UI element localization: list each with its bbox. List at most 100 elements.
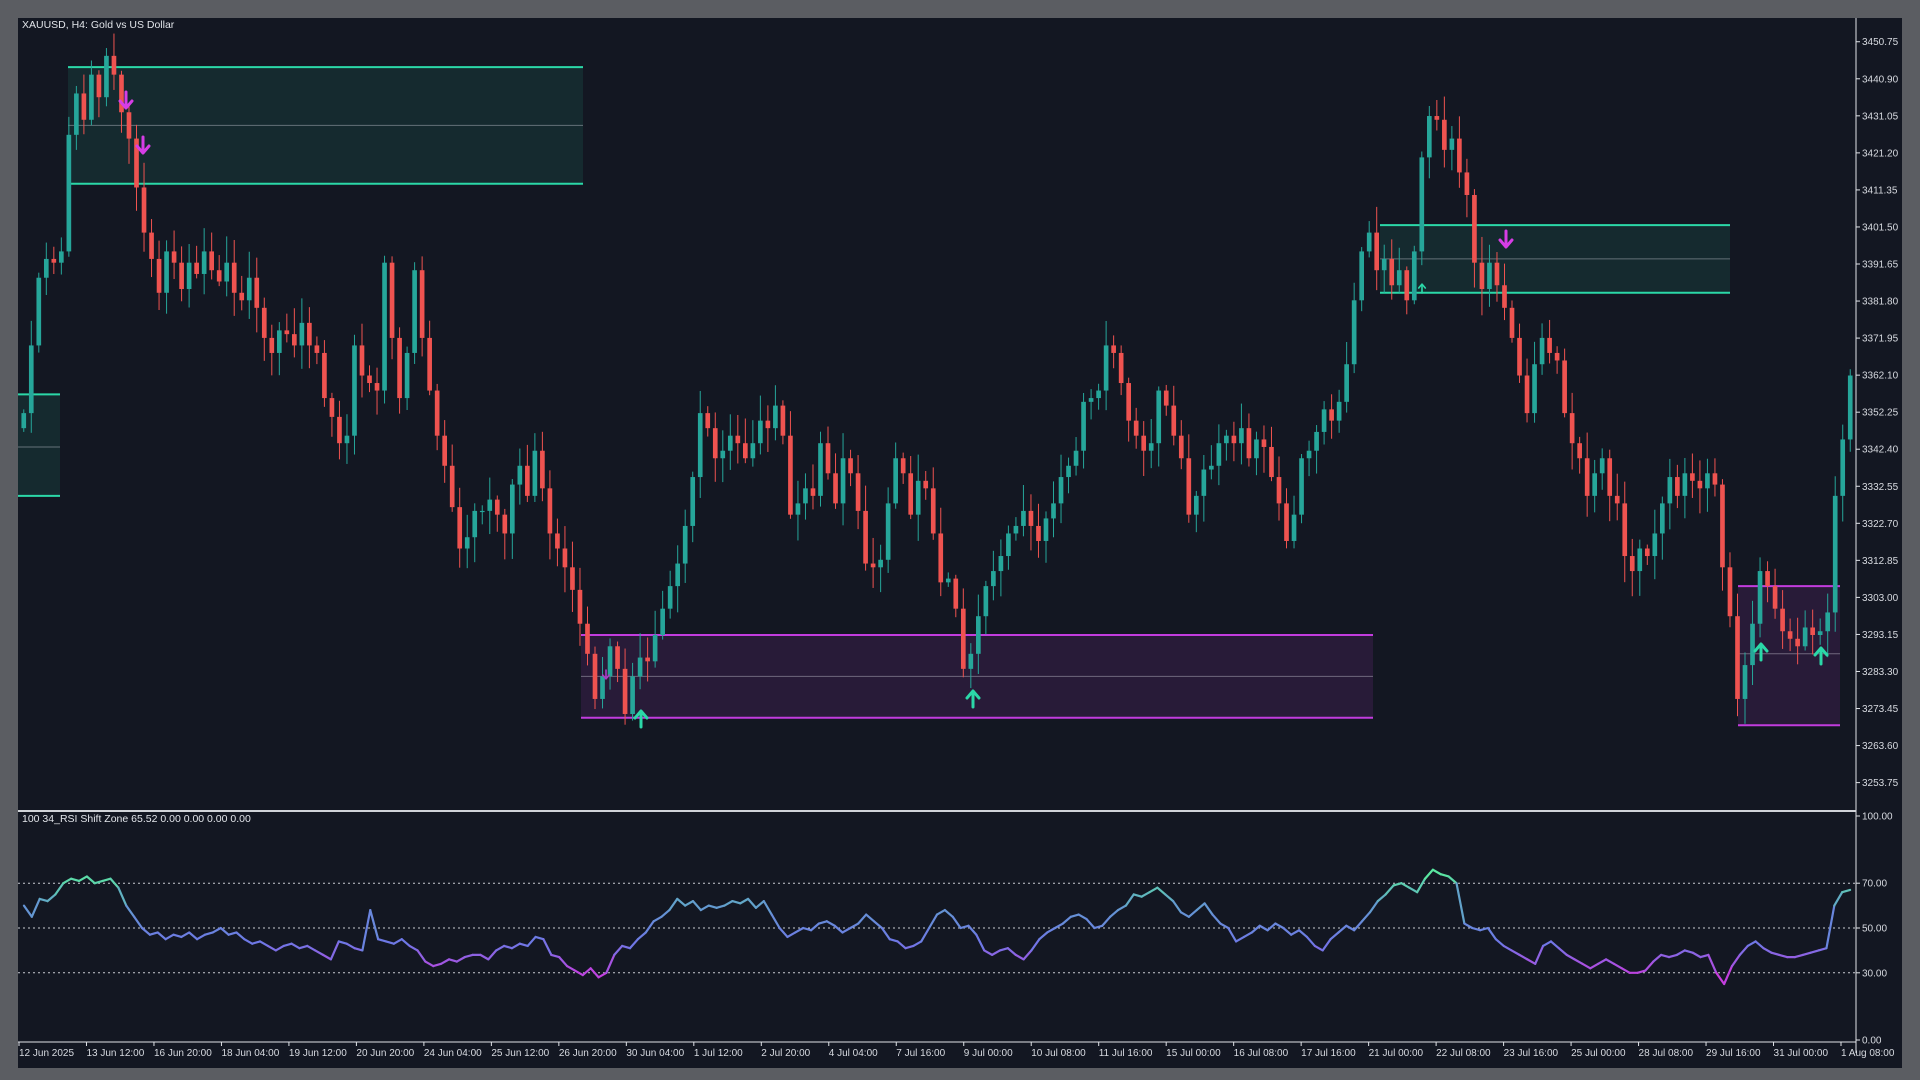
candle (1111, 335, 1116, 369)
candle (1021, 484, 1026, 537)
candle (179, 246, 184, 302)
candle (1081, 392, 1086, 469)
candle (878, 544, 883, 593)
candle (89, 60, 94, 126)
candle (1577, 436, 1582, 474)
price-tick-label: 3371.95 (1862, 334, 1899, 345)
candle (164, 240, 169, 314)
candle (292, 308, 297, 358)
candle (938, 507, 944, 597)
rsi-tick-label: 30.00 (1862, 968, 1887, 979)
rsi-line-segment (203, 931, 214, 936)
rsi-line-segment (243, 938, 254, 945)
candle (1562, 348, 1567, 418)
rsi-line-segment (1667, 953, 1678, 959)
candle (1141, 421, 1147, 476)
candle (1118, 345, 1124, 396)
rsi-line-segment (652, 915, 663, 923)
candle (1389, 239, 1395, 300)
time-tick-label: 4 Jul 04:00 (829, 1048, 878, 1059)
time-axis[interactable]: 12 Jun 2025 13 Jun 12:00 16 Jun 20:00 18 Ju… (18, 1042, 1895, 1059)
candle (893, 442, 898, 509)
rsi-line-segment (70, 877, 81, 883)
candle (1133, 407, 1139, 449)
rsi-line-segment (715, 904, 726, 909)
rsi-line-segment (54, 882, 65, 896)
rsi-line-segment (605, 953, 616, 974)
rsi-line-segment (872, 920, 884, 930)
supply-zone[interactable] (68, 66, 583, 185)
time-tick-label: 24 Jun 04:00 (424, 1048, 482, 1059)
rsi-line-segment (1534, 944, 1545, 965)
candle (359, 323, 365, 398)
candle (1644, 544, 1650, 565)
rsi-line-segment (1046, 926, 1057, 934)
candle (104, 48, 109, 107)
candle (660, 590, 665, 640)
rsi-line-segment (896, 940, 907, 950)
demand-zone[interactable] (1738, 585, 1840, 727)
rsi-line-segment (841, 926, 852, 934)
time-tick-label: 22 Jul 08:00 (1436, 1048, 1491, 1059)
candle (1509, 300, 1515, 343)
time-tick-label: 31 Jul 00:00 (1774, 1048, 1829, 1059)
price-tick-label: 3342.40 (1862, 445, 1899, 456)
rsi-line-segment (754, 900, 765, 909)
candle (1772, 568, 1778, 619)
chart-canvas[interactable]: 3450.75 3440.90 3431.05 3421.20 3411.35 3401.… (18, 18, 1902, 1068)
rsi-line-segment (1754, 940, 1765, 950)
supply-zone[interactable] (18, 393, 60, 497)
rsi-line-segment (1116, 904, 1128, 912)
candle (66, 116, 72, 257)
supply-zone[interactable] (1380, 224, 1730, 294)
price-axis[interactable]: 3450.75 3440.90 3431.05 3421.20 3411.35 3401.… (1856, 37, 1899, 789)
rsi-line-segment (1494, 938, 1505, 948)
rsi-line-segment (1022, 949, 1033, 961)
rsi-line-segment (424, 960, 435, 968)
candle (1404, 266, 1410, 315)
candle (134, 124, 139, 211)
rsi-line-segment (1337, 924, 1348, 934)
rsi-axis[interactable]: 100.00 70.00 50.00 30.00 0.00 (1856, 812, 1893, 1047)
rsi-line-segment (920, 926, 931, 943)
rsi-line-segment (447, 958, 458, 963)
rsi-line-segment (1439, 873, 1450, 878)
rsi-line-segment (1746, 940, 1757, 948)
candle (525, 444, 530, 503)
candle (991, 550, 996, 601)
rsi-line-segment (1274, 922, 1285, 930)
candle (915, 454, 921, 541)
rsi-line-segment (904, 944, 915, 950)
rsi-line-segment (1675, 949, 1686, 956)
candle (1336, 389, 1342, 433)
rsi-line-segment (1290, 929, 1301, 936)
rsi-line-segment (164, 933, 175, 941)
rsi-line-segment (699, 904, 710, 912)
candle (269, 324, 275, 376)
candle (261, 297, 267, 361)
candle (1299, 453, 1304, 524)
rsi-line-segment (1203, 902, 1214, 916)
rsi-line-segment (1250, 924, 1261, 934)
candle (126, 104, 132, 164)
candle (1599, 448, 1605, 490)
rsi-line-segment (1156, 886, 1167, 896)
candle (870, 537, 876, 588)
candle (1201, 454, 1207, 522)
candle (374, 367, 380, 415)
chart-window[interactable]: 3450.75 3440.90 3431.05 3421.20 3411.35 3401.… (18, 18, 1902, 1068)
rsi-line-segment (392, 938, 403, 945)
rsi-line-segment (101, 877, 112, 883)
candle (231, 240, 237, 316)
rsi-panel (18, 868, 1856, 986)
candle (1637, 539, 1643, 596)
candle (216, 255, 222, 287)
rsi-line-segment (762, 900, 773, 916)
rsi-line-segment (1014, 953, 1025, 961)
rsi-line-segment (282, 942, 293, 948)
candle (923, 471, 929, 500)
rsi-line-segment (1376, 893, 1387, 903)
candle (532, 433, 538, 503)
rsi-line-segment (983, 949, 994, 956)
rsi-line-segment (1479, 926, 1490, 932)
